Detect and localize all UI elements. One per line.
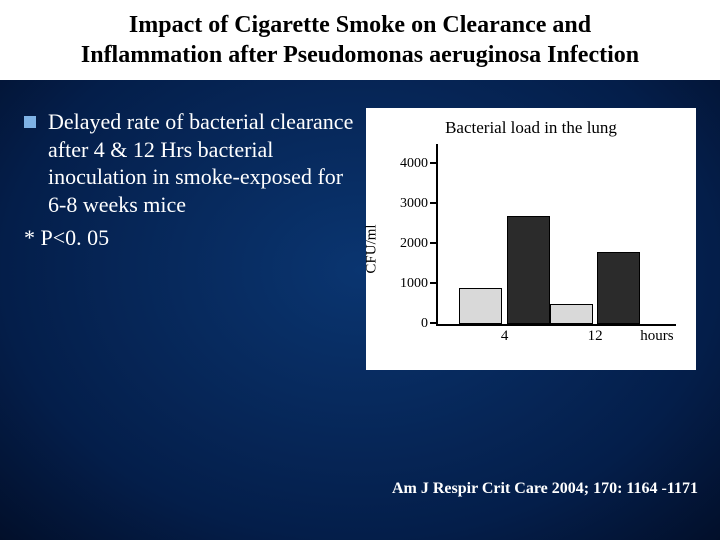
y-tick-label: 0 xyxy=(421,316,438,332)
chart-area: CFU/ml 01000200030004000412hours xyxy=(376,144,686,354)
plot-region: 01000200030004000412hours xyxy=(436,144,676,326)
y-tick-label: 2000 xyxy=(400,236,438,252)
bullet-text: Delayed rate of bacterial clearance afte… xyxy=(48,108,354,218)
x-tick-label: 12 xyxy=(588,324,603,345)
x-unit-label: hours xyxy=(640,324,673,345)
bullet-column: Delayed rate of bacterial clearance afte… xyxy=(24,108,354,370)
bar-control-12 xyxy=(550,304,593,324)
content-row: Delayed rate of bacterial clearance afte… xyxy=(0,80,720,370)
chart-panel: Bacterial load in the lung CFU/ml 010002… xyxy=(366,108,696,370)
p-value-note: * P<0. 05 xyxy=(24,224,354,252)
title-block: Impact of Cigarette Smoke on Clearance a… xyxy=(0,0,720,80)
bar-smoke-12 xyxy=(597,252,640,324)
citation: Am J Respir Crit Care 2004; 170: 1164 -1… xyxy=(392,480,698,498)
bullet-item: Delayed rate of bacterial clearance afte… xyxy=(24,108,354,218)
bullet-marker-icon xyxy=(24,116,36,128)
y-tick-label: 3000 xyxy=(400,196,438,212)
y-tick-label: 1000 xyxy=(400,276,438,292)
y-tick-label: 4000 xyxy=(400,156,438,172)
x-tick-label: 4 xyxy=(501,324,509,345)
bar-smoke-4 xyxy=(507,216,550,324)
bar-control-4 xyxy=(459,288,502,324)
y-axis-label: CFU/ml xyxy=(364,224,381,273)
slide-title: Impact of Cigarette Smoke on Clearance a… xyxy=(80,10,640,70)
chart-title: Bacterial load in the lung xyxy=(376,118,686,138)
